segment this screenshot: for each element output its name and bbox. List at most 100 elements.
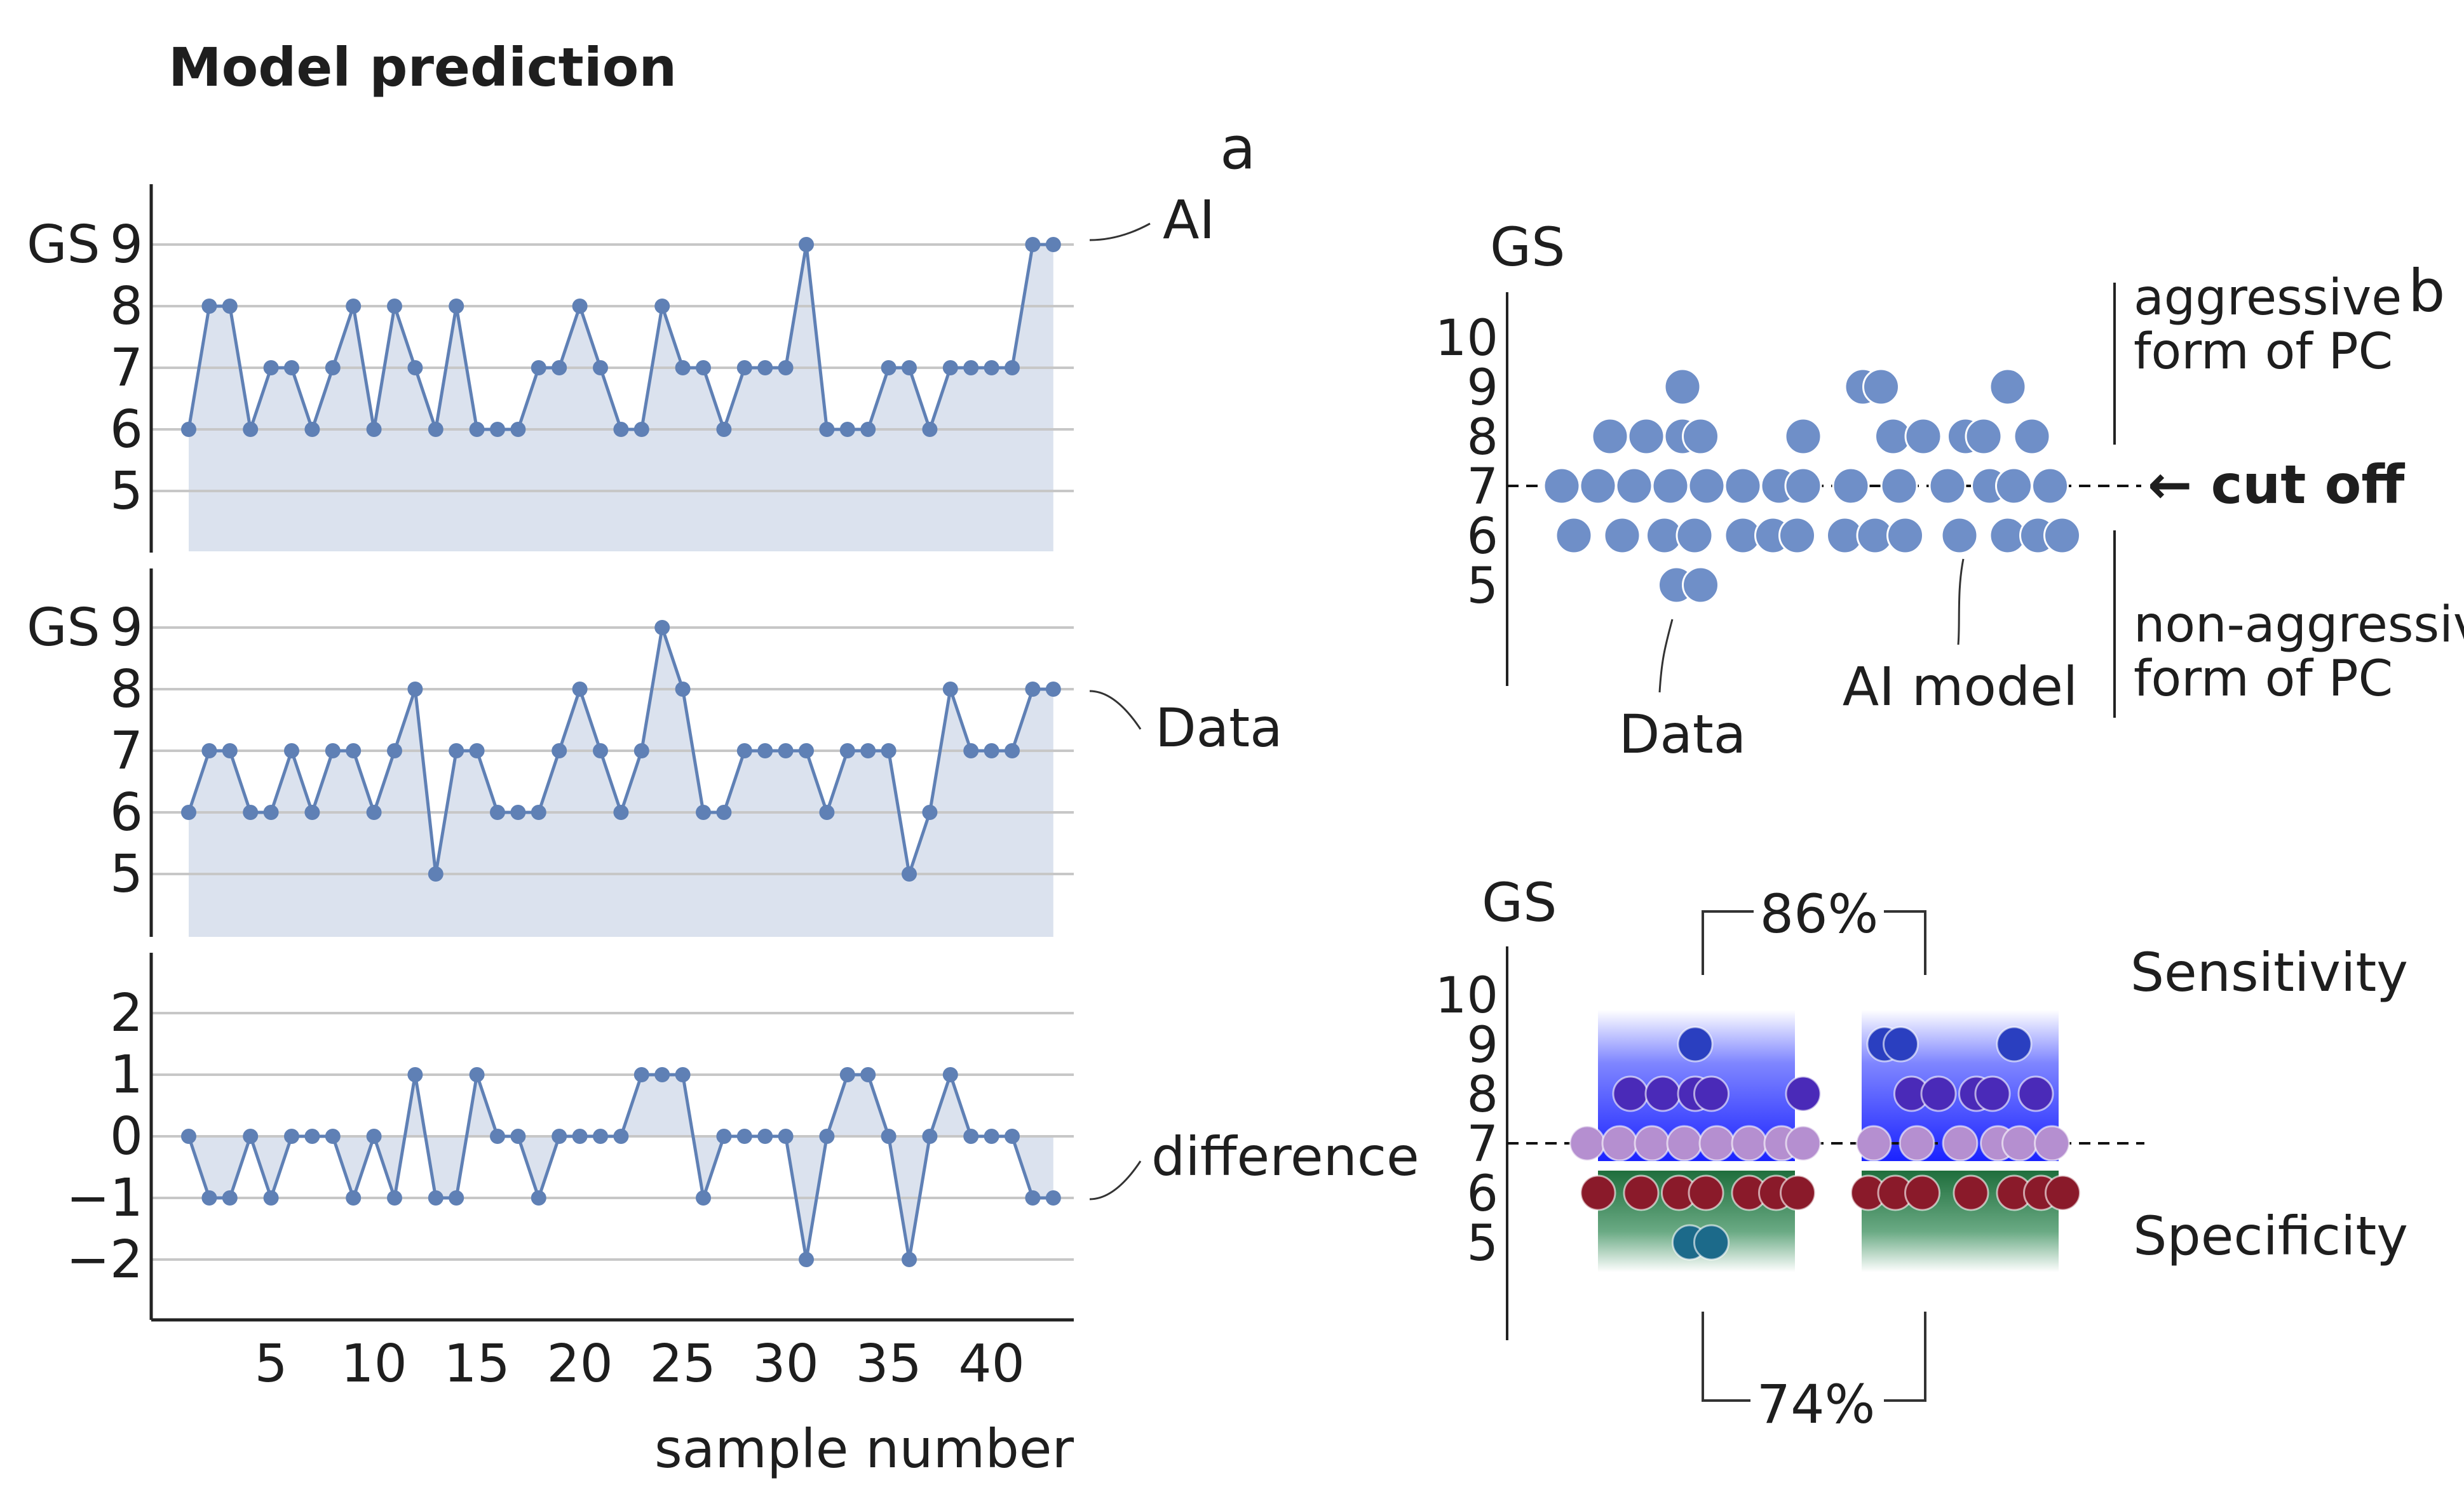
- series-label-data: Data: [1155, 697, 1283, 759]
- dot-data: [1591, 417, 1629, 455]
- dot-ai-model: [1899, 1125, 1935, 1162]
- data-point: [963, 743, 979, 758]
- x-tick-label: 15: [443, 1334, 510, 1394]
- data-point: [902, 1252, 917, 1267]
- dot-ai-model: [1883, 1026, 1919, 1063]
- dot-data: [1682, 566, 1719, 604]
- y-tick-label: 2: [110, 983, 143, 1044]
- data-point: [716, 805, 732, 820]
- dot-data: [1780, 1174, 1816, 1211]
- data-point: [1025, 237, 1041, 252]
- b-bottom-y-tick: 7: [1466, 1116, 1498, 1173]
- data-point: [1005, 1129, 1020, 1144]
- data-point: [490, 805, 505, 820]
- data-point: [654, 620, 670, 635]
- dot-ai-model: [1886, 516, 1924, 555]
- data-point: [819, 1129, 835, 1144]
- data-point: [839, 1067, 855, 1082]
- data-point: [613, 1129, 629, 1144]
- series-label-difference: difference: [1151, 1126, 1419, 1188]
- data-point: [922, 422, 938, 437]
- x-tick-label: 35: [855, 1334, 921, 1394]
- x-tick-label: 30: [752, 1334, 818, 1394]
- category-label-ai-model: AI model: [1843, 655, 2078, 718]
- dot-data: [1651, 467, 1689, 505]
- data-point: [799, 1252, 814, 1267]
- data-point: [263, 360, 279, 375]
- dot-ai-model: [2034, 1125, 2070, 1162]
- dot-ai-model: [2017, 1075, 2054, 1112]
- data-point: [819, 805, 835, 820]
- x-tick-label: 40: [958, 1334, 1024, 1394]
- dot-data: [1543, 467, 1581, 505]
- data-point: [902, 866, 917, 882]
- data-point: [696, 805, 711, 820]
- data-point: [366, 1129, 382, 1144]
- data-point: [902, 360, 917, 375]
- b-top-y-tick: 10: [1435, 310, 1498, 367]
- data-point: [757, 360, 773, 375]
- data-point: [736, 360, 752, 375]
- data-point: [181, 422, 196, 437]
- data-point: [531, 360, 546, 375]
- series-line-ai: [187, 243, 1053, 434]
- data-point: [407, 1067, 423, 1082]
- data-point: [881, 1129, 897, 1144]
- dot-data: [1677, 1026, 1714, 1063]
- data-point: [696, 1190, 711, 1206]
- series-label-ai: AI: [1163, 189, 1215, 251]
- dot-ai-model: [1953, 1174, 1989, 1211]
- aggressive-label-line2: form of PC: [2134, 323, 2393, 380]
- y-tick-label: 6: [110, 400, 143, 460]
- dot-ai-model: [1995, 467, 2033, 505]
- sensitivity-bracket: [1702, 910, 1754, 975]
- data-point: [572, 1129, 588, 1144]
- data-point: [407, 360, 423, 375]
- b-bottom-y-tick: 5: [1466, 1215, 1498, 1272]
- series-label-leader: [1089, 222, 1151, 241]
- data-point: [984, 360, 999, 375]
- area-fill-data: [189, 628, 1053, 937]
- data-point: [675, 682, 691, 697]
- dot-data: [1688, 1174, 1724, 1211]
- dot-ai-model: [1965, 417, 2003, 455]
- y-tick-label: −1: [66, 1168, 143, 1228]
- data-point: [860, 422, 876, 437]
- data-point: [922, 1129, 938, 1144]
- data-point: [819, 422, 835, 437]
- dot-data: [1693, 1075, 1730, 1112]
- dot-ai-model: [1862, 368, 1900, 406]
- x-tick-label: 5: [255, 1334, 288, 1394]
- data-point: [490, 1129, 505, 1144]
- data-point: [572, 682, 588, 697]
- dot-ai-model: [1942, 1125, 1979, 1162]
- series-line-difference: [187, 1070, 1053, 1260]
- data-point: [963, 1129, 979, 1144]
- data-point: [757, 743, 773, 758]
- dot-ai-model: [2013, 417, 2051, 455]
- specificity-value: 74%: [1757, 1373, 1876, 1435]
- data-point: [799, 237, 814, 252]
- dot-ai-model: [1855, 1125, 1892, 1162]
- y-tick-label: 0: [110, 1106, 143, 1167]
- data-point: [222, 743, 238, 758]
- dot-data: [1580, 1174, 1616, 1211]
- b-top-y-tick: 5: [1466, 558, 1498, 615]
- dot-ai-model: [1904, 417, 1942, 455]
- dot-data: [1778, 516, 1816, 555]
- data-point: [304, 805, 320, 820]
- panel-b-letter: b: [2408, 257, 2445, 325]
- b-top-y-tick: 8: [1466, 409, 1498, 466]
- y-axis-title-gs: GS: [27, 598, 100, 658]
- dot-data: [1675, 516, 1714, 555]
- data-point: [469, 743, 485, 758]
- data-point: [1025, 682, 1041, 697]
- y-tick-label: 9: [110, 215, 143, 275]
- non-aggressive-label-line2: form of PC: [2134, 650, 2393, 708]
- dot-data: [1693, 1224, 1730, 1261]
- data-point: [428, 1190, 443, 1206]
- data-point: [1005, 360, 1020, 375]
- data-point: [325, 1129, 341, 1144]
- data-point: [696, 360, 711, 375]
